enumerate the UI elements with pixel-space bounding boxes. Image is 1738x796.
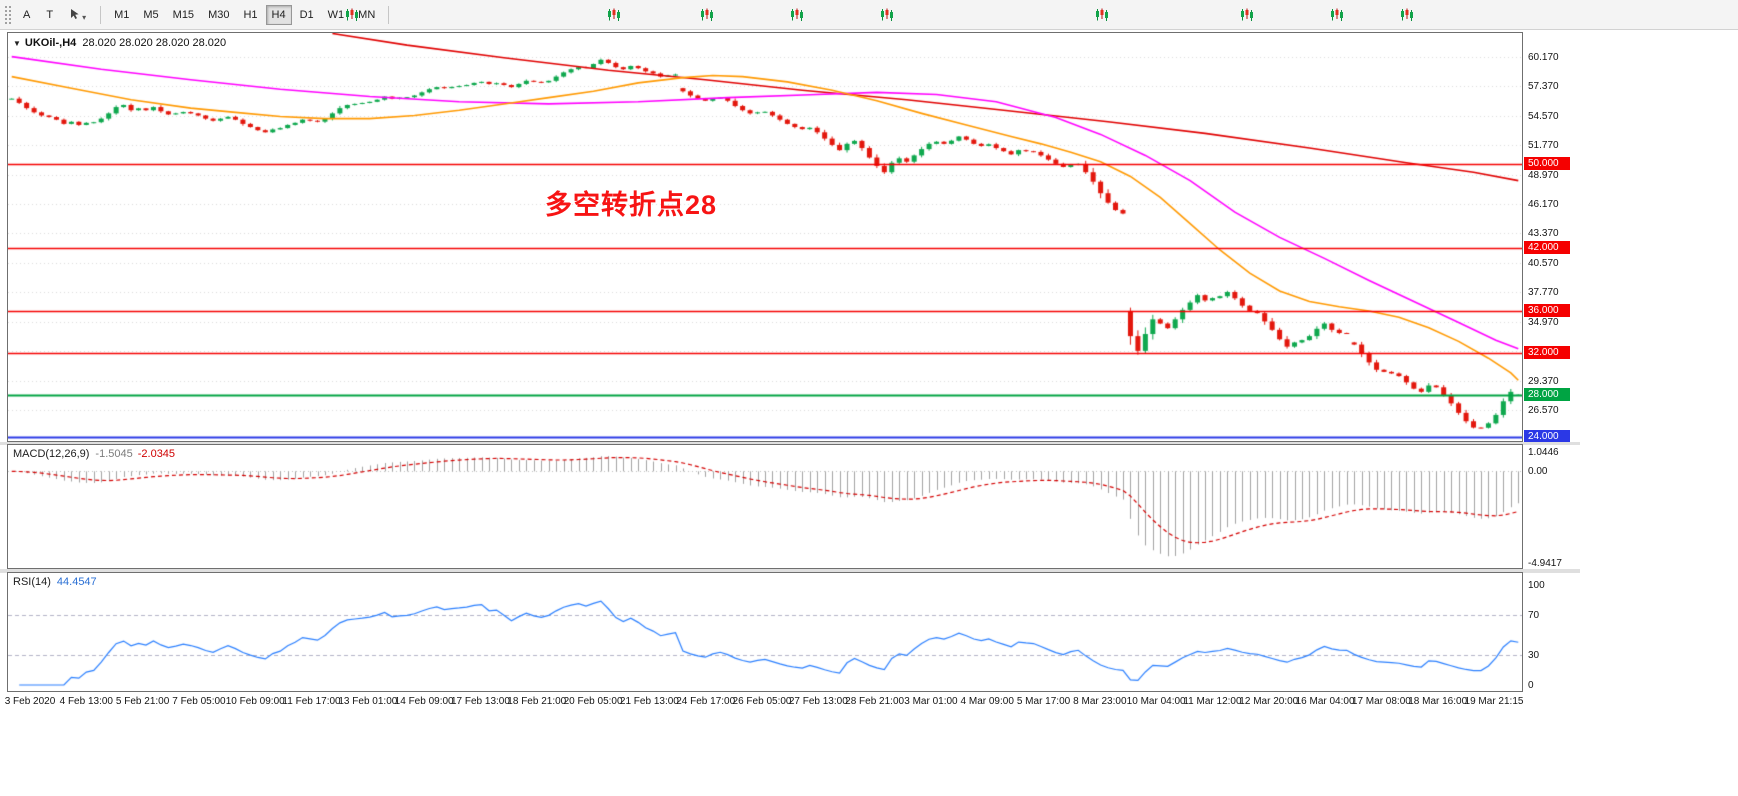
rsi-axis-label: 70 xyxy=(1528,610,1540,621)
chart-annotation-text[interactable]: 多空转折点28 xyxy=(545,190,718,220)
mini-candlestick-chart-icon[interactable] xyxy=(607,8,623,23)
mini-candlestick-chart-icon[interactable] xyxy=(1240,8,1256,23)
toolbar-grip-icon[interactable] xyxy=(4,4,11,25)
time-axis-label: 11 Feb 17:00 xyxy=(282,696,341,707)
price-line-badge: 42.000 xyxy=(1524,240,1570,254)
timeframe-w1-button[interactable]: W1 xyxy=(322,5,351,25)
time-axis-label: 24 Feb 17:00 xyxy=(676,696,736,707)
price-line-badge: 24.000 xyxy=(1524,430,1570,443)
price-line-badge: 36.000 xyxy=(1524,303,1570,317)
macd-axis-label: 0.00 xyxy=(1528,466,1548,478)
chevron-down-icon: ▾ xyxy=(82,12,87,22)
timeframe-mn-button[interactable]: MN xyxy=(352,5,381,25)
time-axis-label: 18 Feb 21:00 xyxy=(507,696,567,707)
toolbar-separator xyxy=(388,5,390,24)
price-tick-label: 29.370 xyxy=(1528,375,1559,387)
time-axis-label: 11 Mar 12:00 xyxy=(1183,696,1242,707)
time-axis-label: 10 Feb 09:00 xyxy=(225,696,285,707)
price-tick-label: 48.970 xyxy=(1528,169,1559,181)
price-tick-label: 37.770 xyxy=(1528,287,1559,299)
timeframe-h1-button[interactable]: H1 xyxy=(237,5,263,25)
price-tick-label: 40.570 xyxy=(1528,257,1559,269)
timeframe-h4-button[interactable]: H4 xyxy=(265,4,292,25)
time-axis-label: 3 Mar 01:00 xyxy=(904,696,958,707)
time-axis-label: 18 Mar 16:00 xyxy=(1408,696,1468,707)
time-axis-label: 17 Mar 08:00 xyxy=(1351,696,1411,707)
price-tick-label: 43.370 xyxy=(1528,228,1559,240)
cursor-tool-button[interactable]: ▾ xyxy=(62,5,93,25)
price-tick-label: 51.770 xyxy=(1528,140,1559,152)
time-axis-label: 5 Feb 21:00 xyxy=(115,696,170,707)
time-axis-label: 28 Feb 21:00 xyxy=(845,696,905,707)
time-axis-label: 16 Mar 04:00 xyxy=(1295,696,1355,707)
time-axis-label: 21 Feb 13:00 xyxy=(619,696,679,707)
time-axis-label: 13 Feb 01:00 xyxy=(338,696,398,707)
price-line-badge: 50.000 xyxy=(1524,156,1570,170)
chart-symbol-label: UKOil-,H4 xyxy=(24,37,77,49)
time-axis-label: 10 Mar 04:00 xyxy=(1126,696,1186,707)
price-tick-label: 57.370 xyxy=(1528,81,1559,93)
toolbar: A T ▾ M1 M5 M15 M30 H1 H4 D1 W1 MN xyxy=(0,0,1738,30)
time-axis-label: 19 Mar 21:15 xyxy=(1464,696,1524,707)
panel-splitter[interactable] xyxy=(0,569,1580,573)
timeframe-m30-button[interactable]: M30 xyxy=(202,5,235,25)
price-tick-label: 60.170 xyxy=(1528,51,1559,63)
mini-candlestick-chart-icon[interactable] xyxy=(1095,8,1111,23)
macd-axis-label: -4.9417 xyxy=(1528,558,1562,569)
price-tick-label: 34.970 xyxy=(1528,316,1559,328)
time-axis-label: 8 Mar 23:00 xyxy=(1073,696,1127,707)
macd-main-value: -1.5045 xyxy=(95,448,133,460)
macd-signal-value: -2.0345 xyxy=(137,448,176,460)
time-axis-label: 4 Mar 09:00 xyxy=(960,696,1014,707)
text-tool-button[interactable]: A xyxy=(16,5,37,25)
type-tool-button[interactable]: T xyxy=(39,5,60,25)
main-chart-canvas[interactable] xyxy=(7,32,1523,442)
price-tick-label: 46.170 xyxy=(1528,199,1559,211)
macd-panel-canvas[interactable] xyxy=(7,444,1523,569)
macd-axis-label: 1.0446 xyxy=(1528,447,1559,458)
rsi-panel-canvas[interactable] xyxy=(7,572,1523,692)
time-axis-label: 7 Feb 05:00 xyxy=(172,696,226,707)
price-tick-label: 26.570 xyxy=(1528,405,1559,416)
chart-symbol-row: ▼ UKOil-,H4 28.020 28.020 28.020 28.020 xyxy=(13,37,226,49)
toolbar-separator xyxy=(100,5,102,24)
mini-candlestick-chart-icon[interactable] xyxy=(880,8,896,23)
time-axis-label: 3 Feb 2020 xyxy=(4,696,56,707)
panel-splitter[interactable] xyxy=(0,442,1580,445)
price-line-badge: 32.000 xyxy=(1524,345,1570,359)
rsi-value: 44.4547 xyxy=(56,576,97,588)
time-axis-label: 4 Feb 13:00 xyxy=(59,696,113,707)
time-axis-label: 17 Feb 13:00 xyxy=(450,696,510,707)
rsi-axis-label: 0 xyxy=(1528,680,1534,691)
macd-label-row: MACD(12,26,9) -1.5045 -2.0345 xyxy=(13,448,175,460)
mini-candlestick-chart-icon[interactable] xyxy=(790,8,806,23)
price-tick-label: 54.570 xyxy=(1528,110,1559,122)
rsi-axis-label: 30 xyxy=(1528,650,1540,661)
rsi-label-row: RSI(14) 44.4547 xyxy=(13,576,97,588)
chart-ohlc-label: 28.020 28.020 28.020 28.020 xyxy=(82,37,227,49)
rsi-label: RSI(14) xyxy=(13,576,51,588)
time-axis-label: 20 Feb 05:00 xyxy=(563,696,623,707)
timeframe-d1-button[interactable]: D1 xyxy=(294,5,320,25)
mini-candlestick-chart-icon[interactable] xyxy=(345,8,361,23)
mini-candlestick-chart-icon[interactable] xyxy=(700,8,716,23)
time-axis-label: 5 Mar 17:00 xyxy=(1016,696,1071,707)
timeframe-m5-button[interactable]: M5 xyxy=(137,5,164,25)
macd-label: MACD(12,26,9) xyxy=(13,448,90,460)
time-axis-label: 27 Feb 13:00 xyxy=(788,696,848,707)
time-axis-label: 12 Mar 20:00 xyxy=(1239,696,1299,707)
timeframe-m15-button[interactable]: M15 xyxy=(167,5,200,25)
cursor-icon xyxy=(71,8,79,19)
time-axis-label: 26 Feb 05:00 xyxy=(732,696,792,707)
timeframe-m1-button[interactable]: M1 xyxy=(108,5,135,25)
mini-candlestick-chart-icon[interactable] xyxy=(1330,8,1346,23)
time-axis-label: 14 Feb 09:00 xyxy=(394,696,454,707)
one-click-trading-arrow-icon[interactable]: ▼ xyxy=(13,39,21,48)
price-line-badge: 28.000 xyxy=(1524,387,1570,401)
rsi-axis-label: 100 xyxy=(1528,580,1545,591)
mini-candlestick-chart-icon[interactable] xyxy=(1400,8,1416,23)
